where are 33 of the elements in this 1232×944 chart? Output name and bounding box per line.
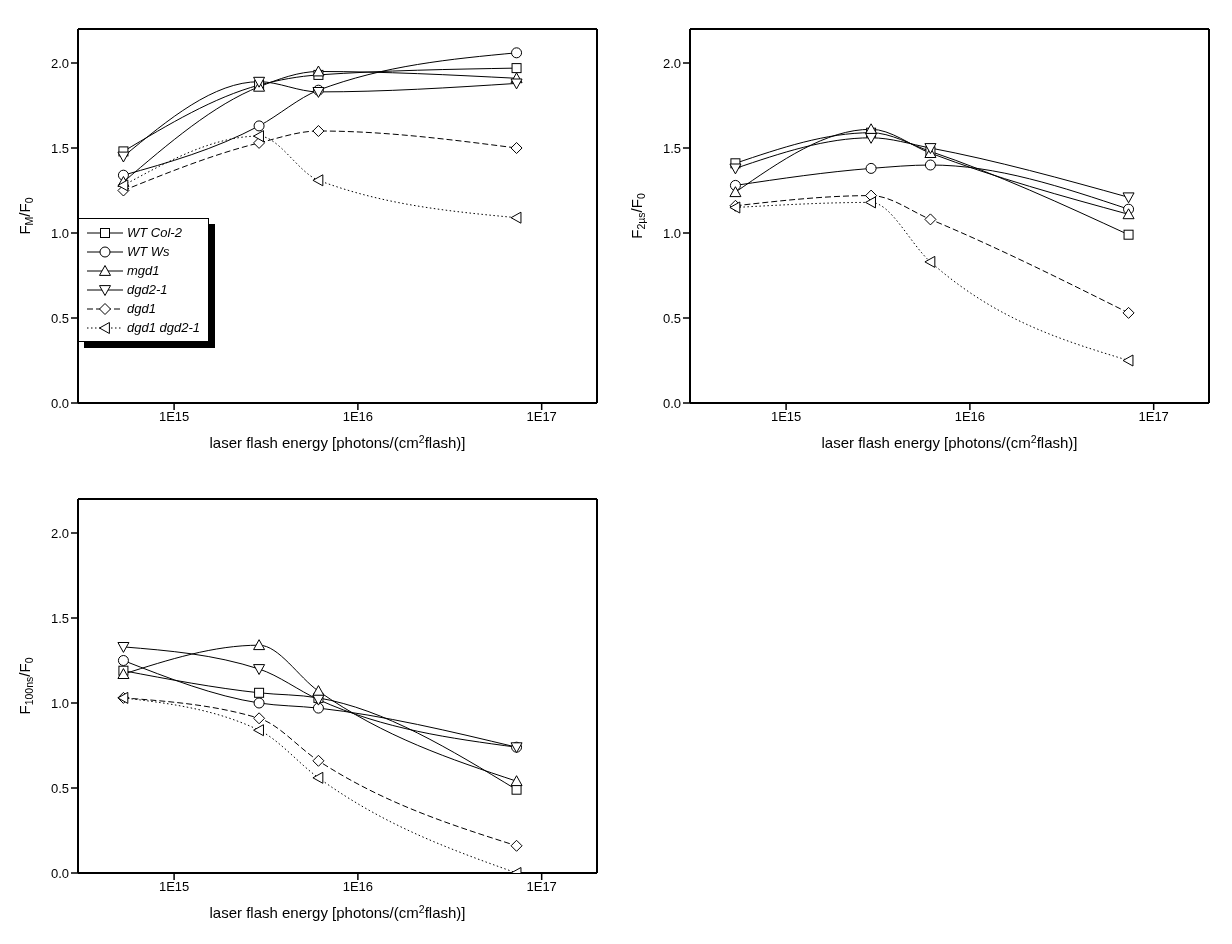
x-axis-title: laser flash energy [photons/(cm$^{2}$flash)]: [209, 903, 466, 921]
x-tick-label: 1E15: [158, 879, 190, 895]
y-tick-label: 1.5: [662, 140, 681, 156]
legend-label: WT Ws: [127, 244, 170, 259]
y-tick-label: 1.5: [50, 140, 69, 156]
y-tick-label: 0.0: [50, 865, 69, 881]
legend-label: dgd2-1: [127, 282, 168, 297]
x-tick-label: 1E16: [342, 879, 374, 895]
x-tick-label: 1E16: [342, 409, 374, 425]
x-axis-title: laser flash energy [photons/(cm$^{2}$flash)]: [821, 433, 1078, 451]
y-tick-label: 0.5: [50, 780, 69, 796]
x-tick-label: 1E17: [526, 879, 557, 895]
y-tick-label: 0.0: [662, 395, 681, 411]
x-tick-label: 1E16: [954, 409, 986, 425]
y-tick-label: 2.0: [50, 55, 69, 71]
x-tick-label: 1E15: [158, 409, 190, 425]
legend-label: WT Col-2: [127, 225, 182, 240]
legend-label: dgd1: [127, 301, 156, 316]
y-tick-label: 2.0: [50, 525, 69, 541]
legend-label: dgd1 dgd2-1: [127, 320, 201, 335]
y-tick-label: 0.0: [50, 395, 69, 411]
x-tick-label: 1E17: [526, 409, 557, 425]
y-tick-label: 2.0: [662, 55, 681, 71]
y-tick-label: 0.5: [662, 310, 681, 326]
x-tick-label: 1E15: [770, 409, 802, 425]
y-tick-label: 1.0: [50, 695, 69, 711]
y-tick-label: 1.5: [50, 610, 69, 626]
legend-label: mgd1: [127, 263, 160, 278]
x-tick-label: 1E17: [1138, 409, 1169, 425]
x-axis-title: laser flash energy [photons/(cm$^{2}$flash)]: [209, 433, 466, 451]
y-tick-label: 1.0: [662, 225, 681, 241]
y-tick-label: 0.5: [50, 310, 69, 326]
y-tick-label: 1.0: [50, 225, 69, 241]
